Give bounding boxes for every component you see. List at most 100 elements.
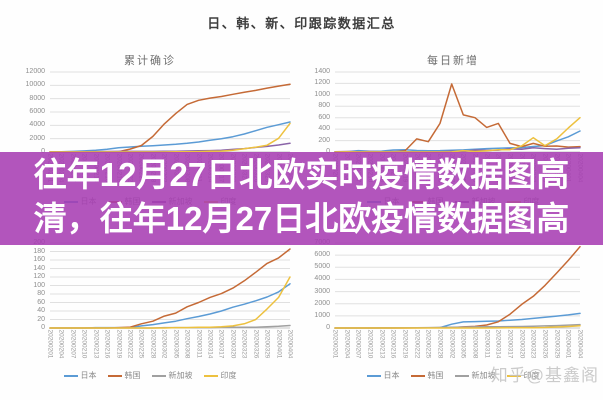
legend-swatch [63,374,78,377]
chart-plot-area [334,242,581,329]
x-axis-tick-label: 20200216 [103,329,111,359]
x-axis-tick-label: 20200207 [354,329,362,359]
y-axis-tick-label: 160 [33,256,45,263]
y-axis-tick-label: 4000 [314,275,330,283]
x-axis-tick-label: 20200404 [576,329,584,359]
x-axis-tick-label: 20200404 [286,329,294,359]
x-axis-tick-label: 20200219 [401,329,409,359]
y-axis-tick-label: 8000 [29,94,45,102]
legend: 日本 韩国 新加坡 印度 [0,370,300,381]
legend-label: 新加坡 [168,371,193,380]
x-axis-tick-label: 20200311 [483,329,491,358]
x-axis-tick-label: 20200228 [149,329,157,359]
x-axis-tick-label: 20200201 [46,329,54,359]
x-axis-tick-label: 20200317 [217,329,225,359]
series-line-印度 [334,116,581,153]
y-axis-tick-label: 120 [33,273,45,280]
chart-title: 每日新增 [427,55,479,67]
y-axis-tick-label: 12000 [25,68,45,75]
x-axis-tick-label: 20200311 [195,329,203,358]
y-axis-tick-label: 1000 [314,311,330,319]
x-axis-tick-label: 20200201 [331,329,339,359]
series-line-印度 [49,122,291,153]
series-line-韩国 [49,248,291,329]
x-axis-tick-label: 20200302 [448,329,456,359]
x-axis-tick-label: 20200323 [240,329,248,359]
y-axis-tick-label: 60 [37,298,45,306]
x-axis-tick-label: 20200305 [172,329,180,359]
x-axis-tick-label: 20200302 [160,329,168,359]
y-axis-tick-label: 140 [33,264,45,272]
legend-item: 印度 [203,370,237,381]
x-axis-tick-label: 20200326 [252,329,260,359]
series-line-印度 [334,325,581,329]
y-axis-tick-label: 2000 [314,299,330,307]
y-axis-tick-label: 80 [37,290,45,297]
y-axis-tick-label: 1400 [314,68,330,75]
x-axis-tick-label: 20200314 [494,329,502,359]
y-axis-tick-label: 0 [41,324,45,331]
legend-swatch [107,374,122,377]
x-axis-tick-label: 20200210 [80,329,88,359]
x-axis-tick-label: 20200401 [275,329,283,359]
x-axis-tick-label: 20200225 [424,329,432,359]
y-axis-tick-label: 0 [303,148,330,156]
watermark: 知乎@基鑫阁 [490,366,599,385]
title-overlay: 往年12月27日北欧实时疫情数据图高 清，往年12月27日北欧疫情数据图高 [0,152,603,245]
x-axis-tick-label: 20200308 [471,329,479,359]
y-axis-tick-label: 2000 [29,134,45,142]
legend-label: 韩国 [124,371,141,380]
x-axis-tick-label: 20200213 [92,329,100,359]
legend-item: 新加坡 [151,370,193,381]
x-axis-tick-label: 20200323 [529,329,537,359]
x-axis-tick-label: 20200204 [57,329,65,359]
legend-label: 印度 [523,371,540,380]
legend-swatch [506,374,521,377]
x-axis-tick-label: 20200219 [115,329,123,359]
x-axis-tick-label: 20200308 [183,329,191,359]
legend-label: 新加坡 [471,371,496,380]
legend-swatch [454,374,469,377]
legend-label: 日本 [383,371,400,380]
y-axis-tick-label: 800 [318,102,330,110]
x-axis-tick-label: 20200320 [518,329,526,359]
legend-label: 日本 [80,371,97,380]
page-title: 日、韩、新、印跟踪数据汇总 [207,16,396,31]
legend-swatch [151,374,166,377]
x-axis-tick-label: 20200222 [126,329,134,359]
y-axis-tick-label: 200 [318,136,330,144]
legend-label: 印度 [220,371,237,380]
x-axis-tick-label: 20200401 [564,329,572,359]
y-axis-tick-label: 1200 [314,79,330,87]
x-axis-tick-label: 20200207 [69,329,77,359]
legend-swatch [410,374,425,377]
x-axis-tick-label: 20200317 [506,329,514,359]
y-axis-tick-label: 0 [0,148,45,156]
legend-swatch [366,374,381,377]
legend-item: 日本 [366,370,400,381]
legend-swatch [203,374,218,377]
y-axis-tick-label: 10000 [25,81,45,89]
series-line-韩国 [49,83,291,153]
series-line-日本 [49,283,291,329]
legend-item: 日本 [63,370,97,381]
legend: 日本 韩国 新加坡 印度 [303,370,603,381]
y-axis-tick-label: 6000 [314,251,330,259]
y-axis-tick-label: 20 [37,315,45,323]
legend-label: 韩国 [427,371,444,380]
x-axis-tick-label: 20200329 [553,329,561,359]
x-axis-tick-label: 20200222 [413,329,421,359]
legend-item: 韩国 [107,370,141,381]
x-axis-tick-label: 20200210 [366,329,374,359]
x-axis-tick-label: 20200213 [378,329,386,359]
y-axis-tick-label: 40 [37,307,45,314]
x-axis-tick-label: 20200228 [436,329,444,359]
y-axis-tick-label: 3000 [314,287,330,295]
series-line-日本 [49,121,291,153]
legend-item: 新加坡 [454,370,496,381]
x-axis-tick-label: 20200326 [541,329,549,359]
legend-item: 韩国 [410,370,444,381]
y-axis-tick-label: 180 [33,247,45,255]
y-axis-tick-label: 400 [318,125,330,133]
